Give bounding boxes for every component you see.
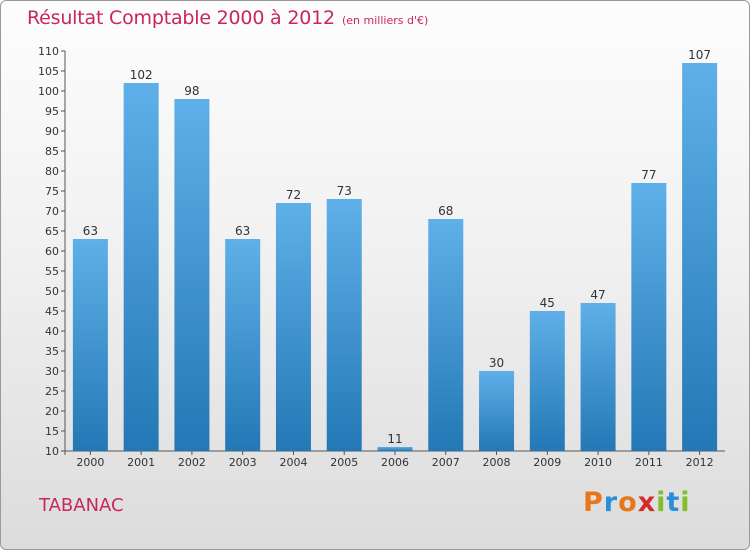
bar — [123, 83, 159, 451]
logo-letter: o — [618, 487, 638, 518]
y-tick-label: 60 — [45, 245, 59, 258]
x-tick-label: 2001 — [127, 456, 155, 469]
y-tick-label: 110 — [38, 45, 59, 58]
y-tick-label: 95 — [45, 105, 59, 118]
bar — [225, 239, 261, 451]
bar — [479, 371, 515, 451]
bar-data-label: 63 — [235, 224, 250, 238]
proxiti-logo[interactable]: Proxiti — [583, 487, 691, 523]
bar — [72, 239, 108, 451]
logo-letter: P — [583, 487, 604, 518]
logo-letter: i — [680, 487, 691, 518]
y-tick-label: 65 — [45, 225, 59, 238]
bar-data-label: 72 — [286, 188, 301, 202]
y-tick-label: 35 — [45, 345, 59, 358]
bar-data-label: 45 — [540, 296, 555, 310]
commune-name: TABANAC — [39, 495, 124, 516]
y-tick-label: 20 — [45, 405, 59, 418]
x-tick-label: 2009 — [533, 456, 561, 469]
y-tick-label: 50 — [45, 285, 59, 298]
x-tick-label: 2005 — [330, 456, 358, 469]
x-tick-label: 2006 — [381, 456, 409, 469]
bar — [377, 447, 413, 451]
y-tick-label: 15 — [45, 425, 59, 438]
y-tick-label: 10 — [45, 445, 59, 458]
chart-bars — [72, 63, 718, 451]
bar-data-label: 30 — [489, 356, 504, 370]
bar-data-label: 63 — [83, 224, 98, 238]
bar — [682, 63, 718, 451]
logo-letter: r — [603, 487, 619, 518]
bar-data-label: 73 — [337, 184, 352, 198]
logo-letter: x — [637, 487, 657, 518]
y-tick-label: 40 — [45, 325, 59, 338]
bar-data-label: 107 — [688, 48, 711, 62]
bar-data-label: 98 — [184, 84, 199, 98]
bar — [428, 219, 464, 451]
y-tick-label: 25 — [45, 385, 59, 398]
x-tick-label: 2003 — [229, 456, 257, 469]
y-tick-label: 70 — [45, 205, 59, 218]
y-tick-label: 45 — [45, 305, 59, 318]
x-tick-label: 2004 — [279, 456, 307, 469]
chart-labels: 2000 63 2001 102 2002 98 2003 63 2004 72 2005 73 200… — [76, 48, 713, 469]
logo-letter: i — [656, 487, 667, 518]
x-tick-label: 2000 — [76, 456, 104, 469]
y-tick-label: 75 — [45, 185, 59, 198]
x-tick-label: 2007 — [432, 456, 460, 469]
bar — [631, 183, 667, 451]
bar-data-label: 102 — [130, 68, 153, 82]
y-tick-label: 30 — [45, 365, 59, 378]
bar-data-label: 47 — [590, 288, 605, 302]
y-tick-label: 90 — [45, 125, 59, 138]
y-tick-label: 80 — [45, 165, 59, 178]
y-tick-label: 55 — [45, 265, 59, 278]
x-tick-label: 2010 — [584, 456, 612, 469]
bar — [275, 203, 311, 451]
bar-data-label: 68 — [438, 204, 453, 218]
bar — [529, 311, 565, 451]
bar — [580, 303, 616, 451]
logo-letter: t — [666, 487, 681, 518]
y-tick-label: 100 — [38, 85, 59, 98]
x-tick-label: 2011 — [635, 456, 663, 469]
bar-data-label: 11 — [387, 432, 402, 446]
bar-data-label: 77 — [641, 168, 656, 182]
bar — [174, 99, 210, 451]
y-tick-label: 105 — [38, 65, 59, 78]
x-tick-label: 2002 — [178, 456, 206, 469]
x-tick-label: 2012 — [686, 456, 714, 469]
chart-subtitle: (en milliers d'€) — [342, 14, 429, 27]
chart-title: Résultat Comptable 2000 à 2012 — [27, 7, 335, 29]
bar — [326, 199, 362, 451]
y-tick-label: 85 — [45, 145, 59, 158]
x-tick-label: 2008 — [483, 456, 511, 469]
